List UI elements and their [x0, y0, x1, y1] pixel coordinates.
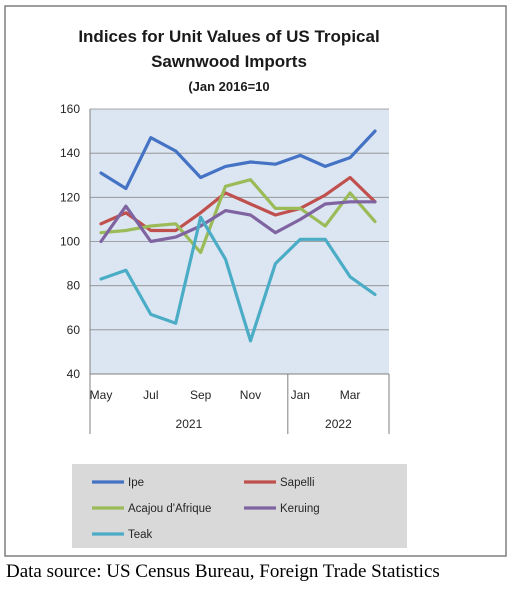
- x-tick-label: Jul: [143, 388, 158, 402]
- year-labels: 2021 2022: [176, 417, 353, 431]
- y-tick-label: 100: [60, 235, 80, 249]
- y-tick-label: 140: [60, 146, 80, 160]
- y-tick-label: 80: [67, 279, 81, 293]
- y-tick-label: 40: [67, 367, 81, 381]
- chart-title-line2: Sawnwood Imports: [151, 52, 307, 71]
- y-tick-label: 120: [60, 190, 80, 204]
- y-tick-label: 160: [60, 102, 80, 116]
- chart-subtitle: (Jan 2016=10: [188, 79, 269, 94]
- chart-title-line1: Indices for Unit Values of US Tropical: [78, 27, 379, 46]
- legend-label: Sapelli: [280, 477, 315, 489]
- year-label: 2022: [325, 417, 352, 431]
- gridlines: [90, 108, 389, 331]
- series-lines: [99, 129, 377, 343]
- legend-box: [72, 464, 407, 548]
- legend: Ipe Sapelli Acajou d'Afrique Keruing Teak: [92, 477, 320, 541]
- data-source-note: Data source: US Census Bureau, Foreign T…: [6, 561, 440, 582]
- legend-label: Keruing: [280, 503, 320, 515]
- y-tick-label: 60: [67, 323, 81, 337]
- x-axis-ticks: May Jul Sep Nov Jan Mar: [90, 388, 361, 402]
- year-label: 2021: [176, 417, 203, 431]
- legend-label: Teak: [128, 529, 153, 541]
- series-line-acajou-d-afrique: [99, 178, 377, 255]
- legend-label: Acajou d'Afrique: [128, 503, 211, 515]
- series-line-keruing: [99, 200, 377, 244]
- series-line-ipe: [99, 129, 377, 191]
- x-tick-label: Sep: [190, 388, 212, 402]
- x-tick-label: Mar: [340, 388, 361, 402]
- y-axis-ticks: 40 60 80 100 120 140 160: [60, 102, 80, 381]
- x-tick-label: Nov: [240, 388, 261, 402]
- series-line-teak: [99, 215, 377, 343]
- x-tick-label: Jan: [291, 388, 310, 402]
- axes: [89, 109, 390, 434]
- x-tick-label: May: [90, 388, 113, 402]
- legend-label: Ipe: [128, 477, 144, 489]
